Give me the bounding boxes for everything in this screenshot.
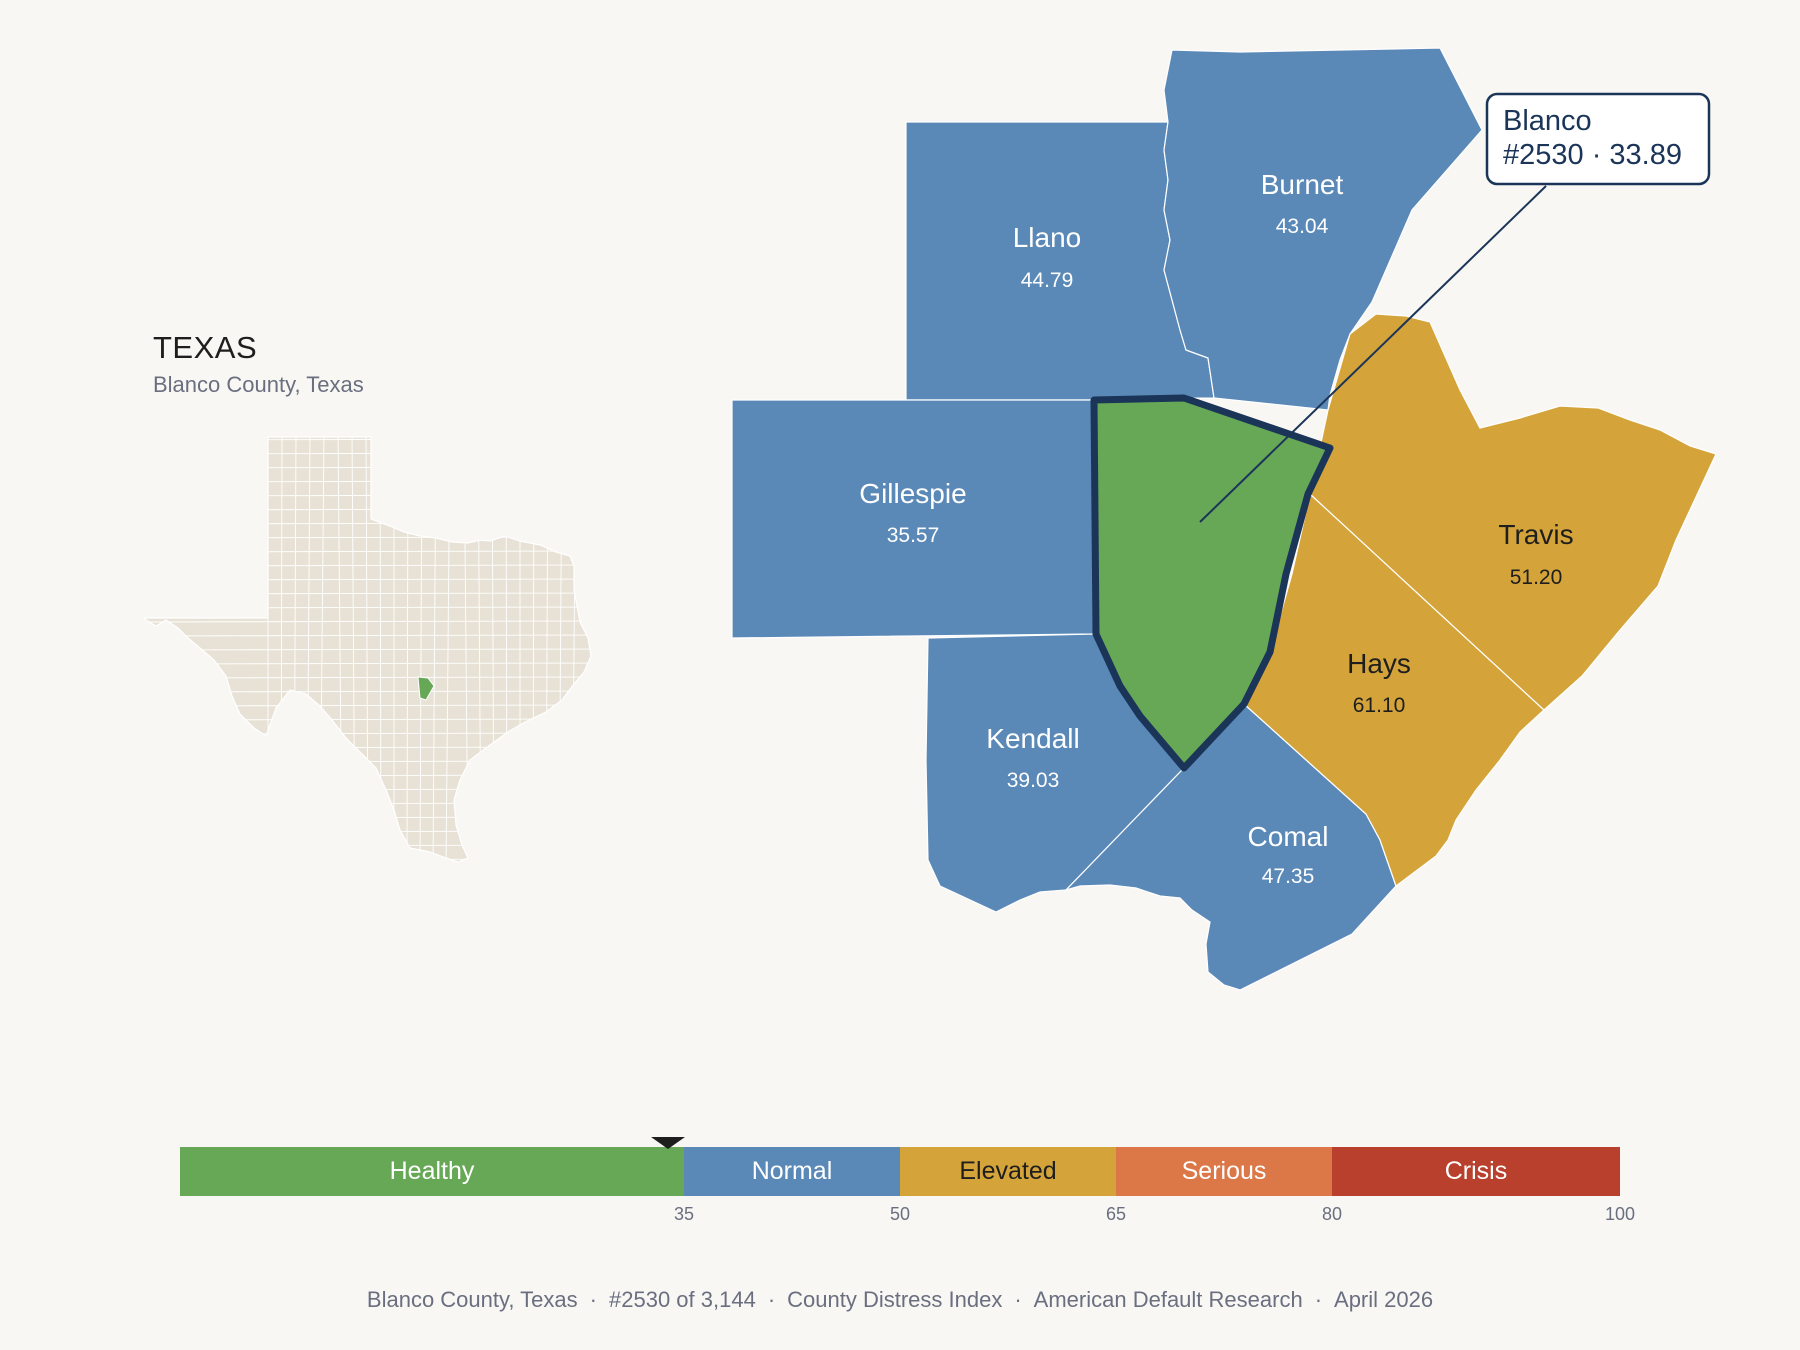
legend-label-healthy: Healthy: [390, 1157, 475, 1185]
distress-legend: Healthy Normal Elevated Serious Crisis 35 50 65…: [180, 1137, 1635, 1224]
label-travis-name: Travis: [1498, 519, 1573, 550]
legend-tick-65: 65: [1106, 1204, 1126, 1224]
county-gillespie[interactable]: [731, 399, 1095, 639]
footer-rank: #2530 of 3,144: [609, 1287, 756, 1312]
legend-marker-triangle: [651, 1137, 686, 1149]
legend-label-normal: Normal: [752, 1157, 833, 1185]
legend-tick-35: 35: [674, 1204, 694, 1224]
callout-box: Blanco #2530 · 33.89: [1485, 92, 1711, 186]
legend-tick-100: 100: [1605, 1204, 1635, 1224]
label-kendall-name: Kendall: [986, 723, 1079, 754]
legend-band-normal: [684, 1147, 900, 1196]
label-gillespie-value: 35.57: [887, 524, 940, 547]
label-comal-name: Comal: [1248, 821, 1329, 852]
footer-county: Blanco County, Texas: [366, 1287, 578, 1312]
legend-band-crisis: [1332, 1147, 1620, 1196]
legend-label-crisis: Crisis: [1445, 1157, 1508, 1185]
callout-frame: [1485, 92, 1711, 186]
inset-title: TEXAS: [153, 330, 258, 365]
callout-leader-line: [1199, 185, 1547, 523]
footer-date: April 2026: [1334, 1287, 1434, 1312]
county-burnet[interactable]: [1163, 47, 1483, 411]
county-labels: Llano 44.79 Burnet 43.04 Gillespie 35.57…: [859, 169, 1573, 888]
label-llano-value: 44.79: [1021, 269, 1074, 292]
texas-inset-map: [142, 436, 592, 863]
callout-county-name: Blanco: [1503, 105, 1592, 137]
footer-source: American Default Research: [1033, 1287, 1303, 1312]
footer-index: County Distress Index: [787, 1287, 1003, 1312]
legend-label-elevated: Elevated: [959, 1157, 1056, 1185]
legend-band-healthy: [180, 1147, 684, 1196]
label-gillespie-name: Gillespie: [859, 478, 966, 509]
footer: Blanco County, Texas · #2530 of 3,144 · Coun…: [366, 1287, 1434, 1312]
label-llano-name: Llano: [1013, 222, 1082, 253]
label-hays-name: Hays: [1347, 648, 1411, 679]
legend-band-elevated: [900, 1147, 1116, 1196]
county-map: [731, 47, 1717, 991]
legend-band-serious: [1116, 1147, 1332, 1196]
legend-tick-50: 50: [890, 1204, 910, 1224]
label-kendall-value: 39.03: [1007, 769, 1060, 792]
label-travis-value: 51.20: [1510, 566, 1563, 589]
label-burnet-name: Burnet: [1261, 169, 1344, 200]
inset-subtitle: Blanco County, Texas: [153, 372, 364, 397]
county-travis[interactable]: [1309, 313, 1717, 711]
label-hays-value: 61.10: [1353, 694, 1406, 717]
label-burnet-value: 43.04: [1276, 215, 1329, 238]
county-blanco[interactable]: [1090, 394, 1334, 772]
callout-rank-score: #2530 · 33.89: [1503, 139, 1682, 171]
legend-tick-80: 80: [1322, 1204, 1342, 1224]
label-comal-value: 47.35: [1262, 865, 1315, 888]
legend-label-serious: Serious: [1182, 1157, 1267, 1185]
inset-blanco-county: [417, 676, 435, 701]
